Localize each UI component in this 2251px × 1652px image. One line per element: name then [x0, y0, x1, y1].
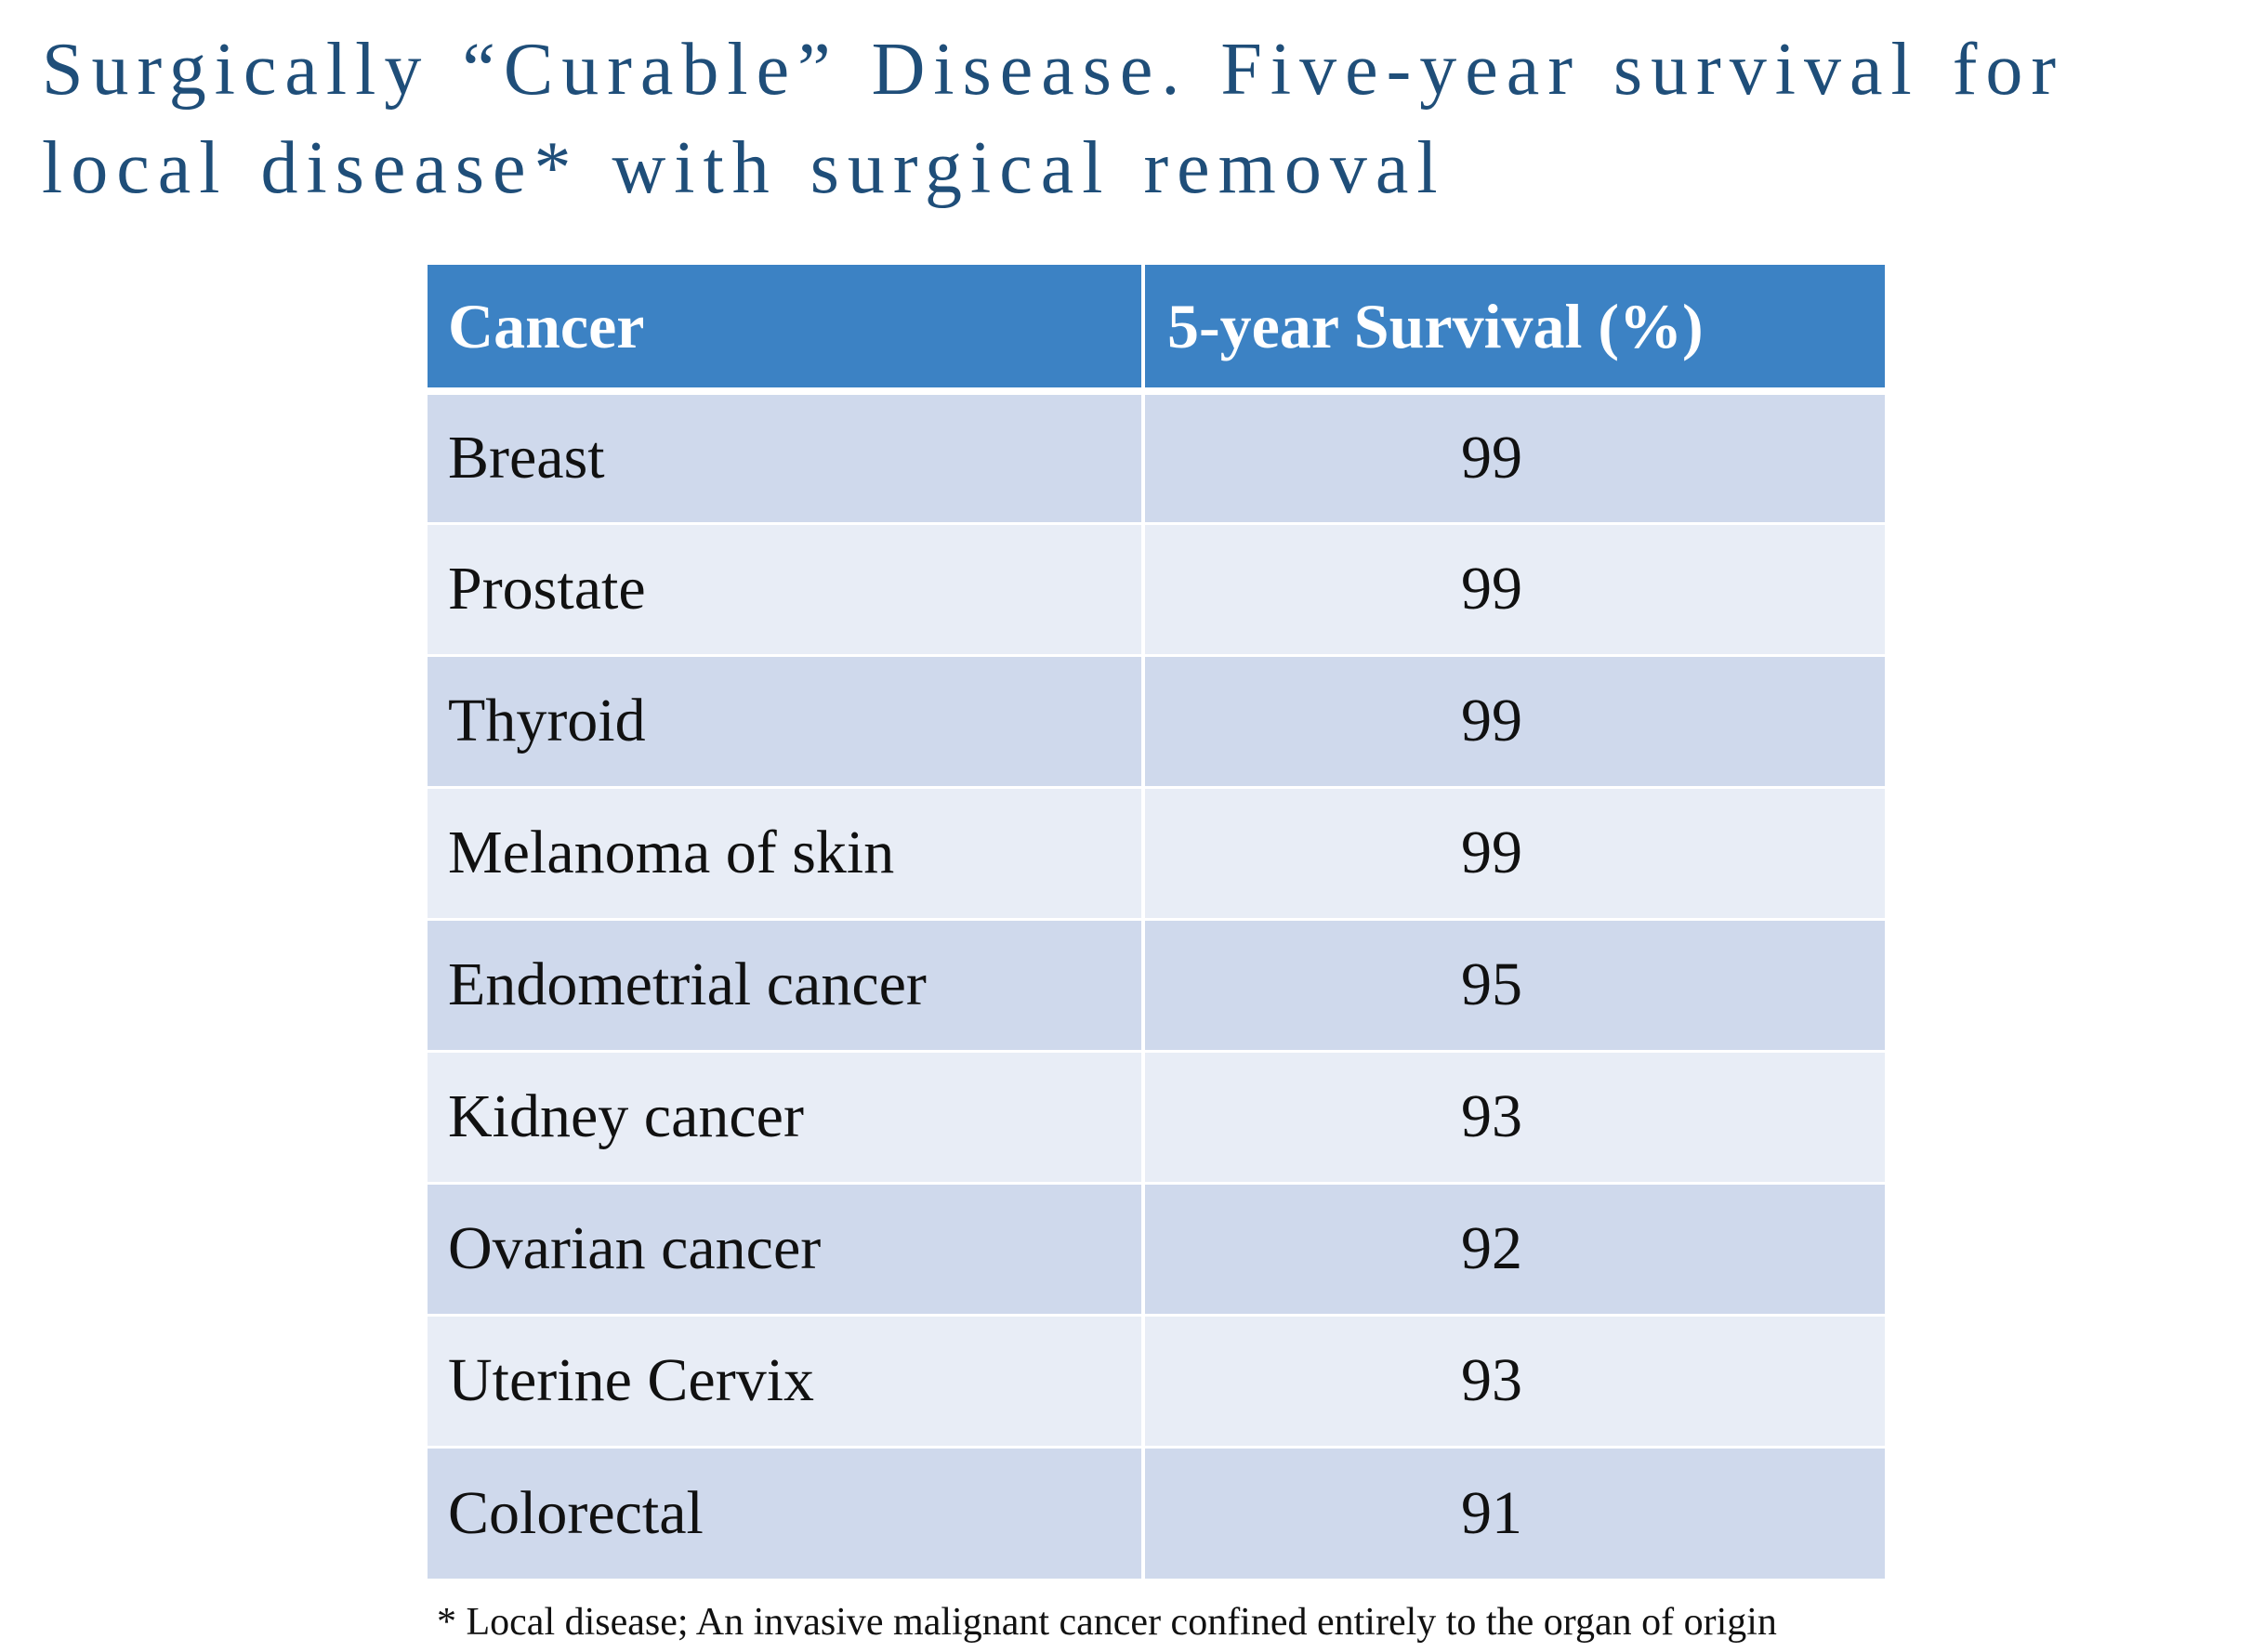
table-row: Thyroid 99	[428, 653, 1885, 787]
survival-value-cell: 99	[1141, 521, 1885, 655]
survival-value-cell: 91	[1141, 1445, 1885, 1579]
table-row: Melanoma of skin 99	[428, 785, 1885, 919]
survival-value-cell: 95	[1141, 917, 1885, 1051]
survival-value-cell: 99	[1141, 653, 1885, 787]
slide-title-line-1: Surgically “Curable” Disease. Five-year …	[42, 29, 2064, 111]
cancer-name-cell: Kidney cancer	[428, 1049, 1143, 1183]
table-row: Uterine Cervix 93	[428, 1313, 1885, 1447]
cancer-name-cell: Breast	[428, 389, 1143, 523]
slide-title-line-2: local disease* with surgical removal	[42, 127, 1446, 209]
survival-value-cell: 93	[1141, 1313, 1885, 1447]
table-header-row: Cancer 5-year Survival (%)	[428, 265, 1885, 395]
cancer-name-cell: Thyroid	[428, 653, 1143, 787]
survival-table: Cancer 5-year Survival (%) Breast 99 Pro…	[428, 265, 1885, 1579]
survival-value-cell: 92	[1141, 1181, 1885, 1315]
cancer-name-cell: Uterine Cervix	[428, 1313, 1143, 1447]
table-row: Ovarian cancer 92	[428, 1181, 1885, 1315]
cancer-name-cell: Ovarian cancer	[428, 1181, 1143, 1315]
cancer-name-cell: Melanoma of skin	[428, 785, 1143, 919]
table-row: Prostate 99	[428, 521, 1885, 655]
table-row: Colorectal 91	[428, 1445, 1885, 1579]
survival-value-cell: 99	[1141, 389, 1885, 523]
cancer-name-cell: Endometrial cancer	[428, 917, 1143, 1051]
survival-value-cell: 99	[1141, 785, 1885, 919]
survival-value-cell: 93	[1141, 1049, 1885, 1183]
header-cancer: Cancer	[428, 265, 1143, 395]
slide-title: Surgically “Curable” Disease. Five-year …	[42, 20, 2217, 217]
table-row: Kidney cancer 93	[428, 1049, 1885, 1183]
cancer-name-cell: Colorectal	[428, 1445, 1143, 1579]
footnote: * Local disease; An invasive malignant c…	[437, 1601, 1777, 1644]
table-row: Breast 99	[428, 389, 1885, 523]
header-survival: 5-year Survival (%)	[1141, 265, 1885, 395]
table-row: Endometrial cancer 95	[428, 917, 1885, 1051]
cancer-name-cell: Prostate	[428, 521, 1143, 655]
